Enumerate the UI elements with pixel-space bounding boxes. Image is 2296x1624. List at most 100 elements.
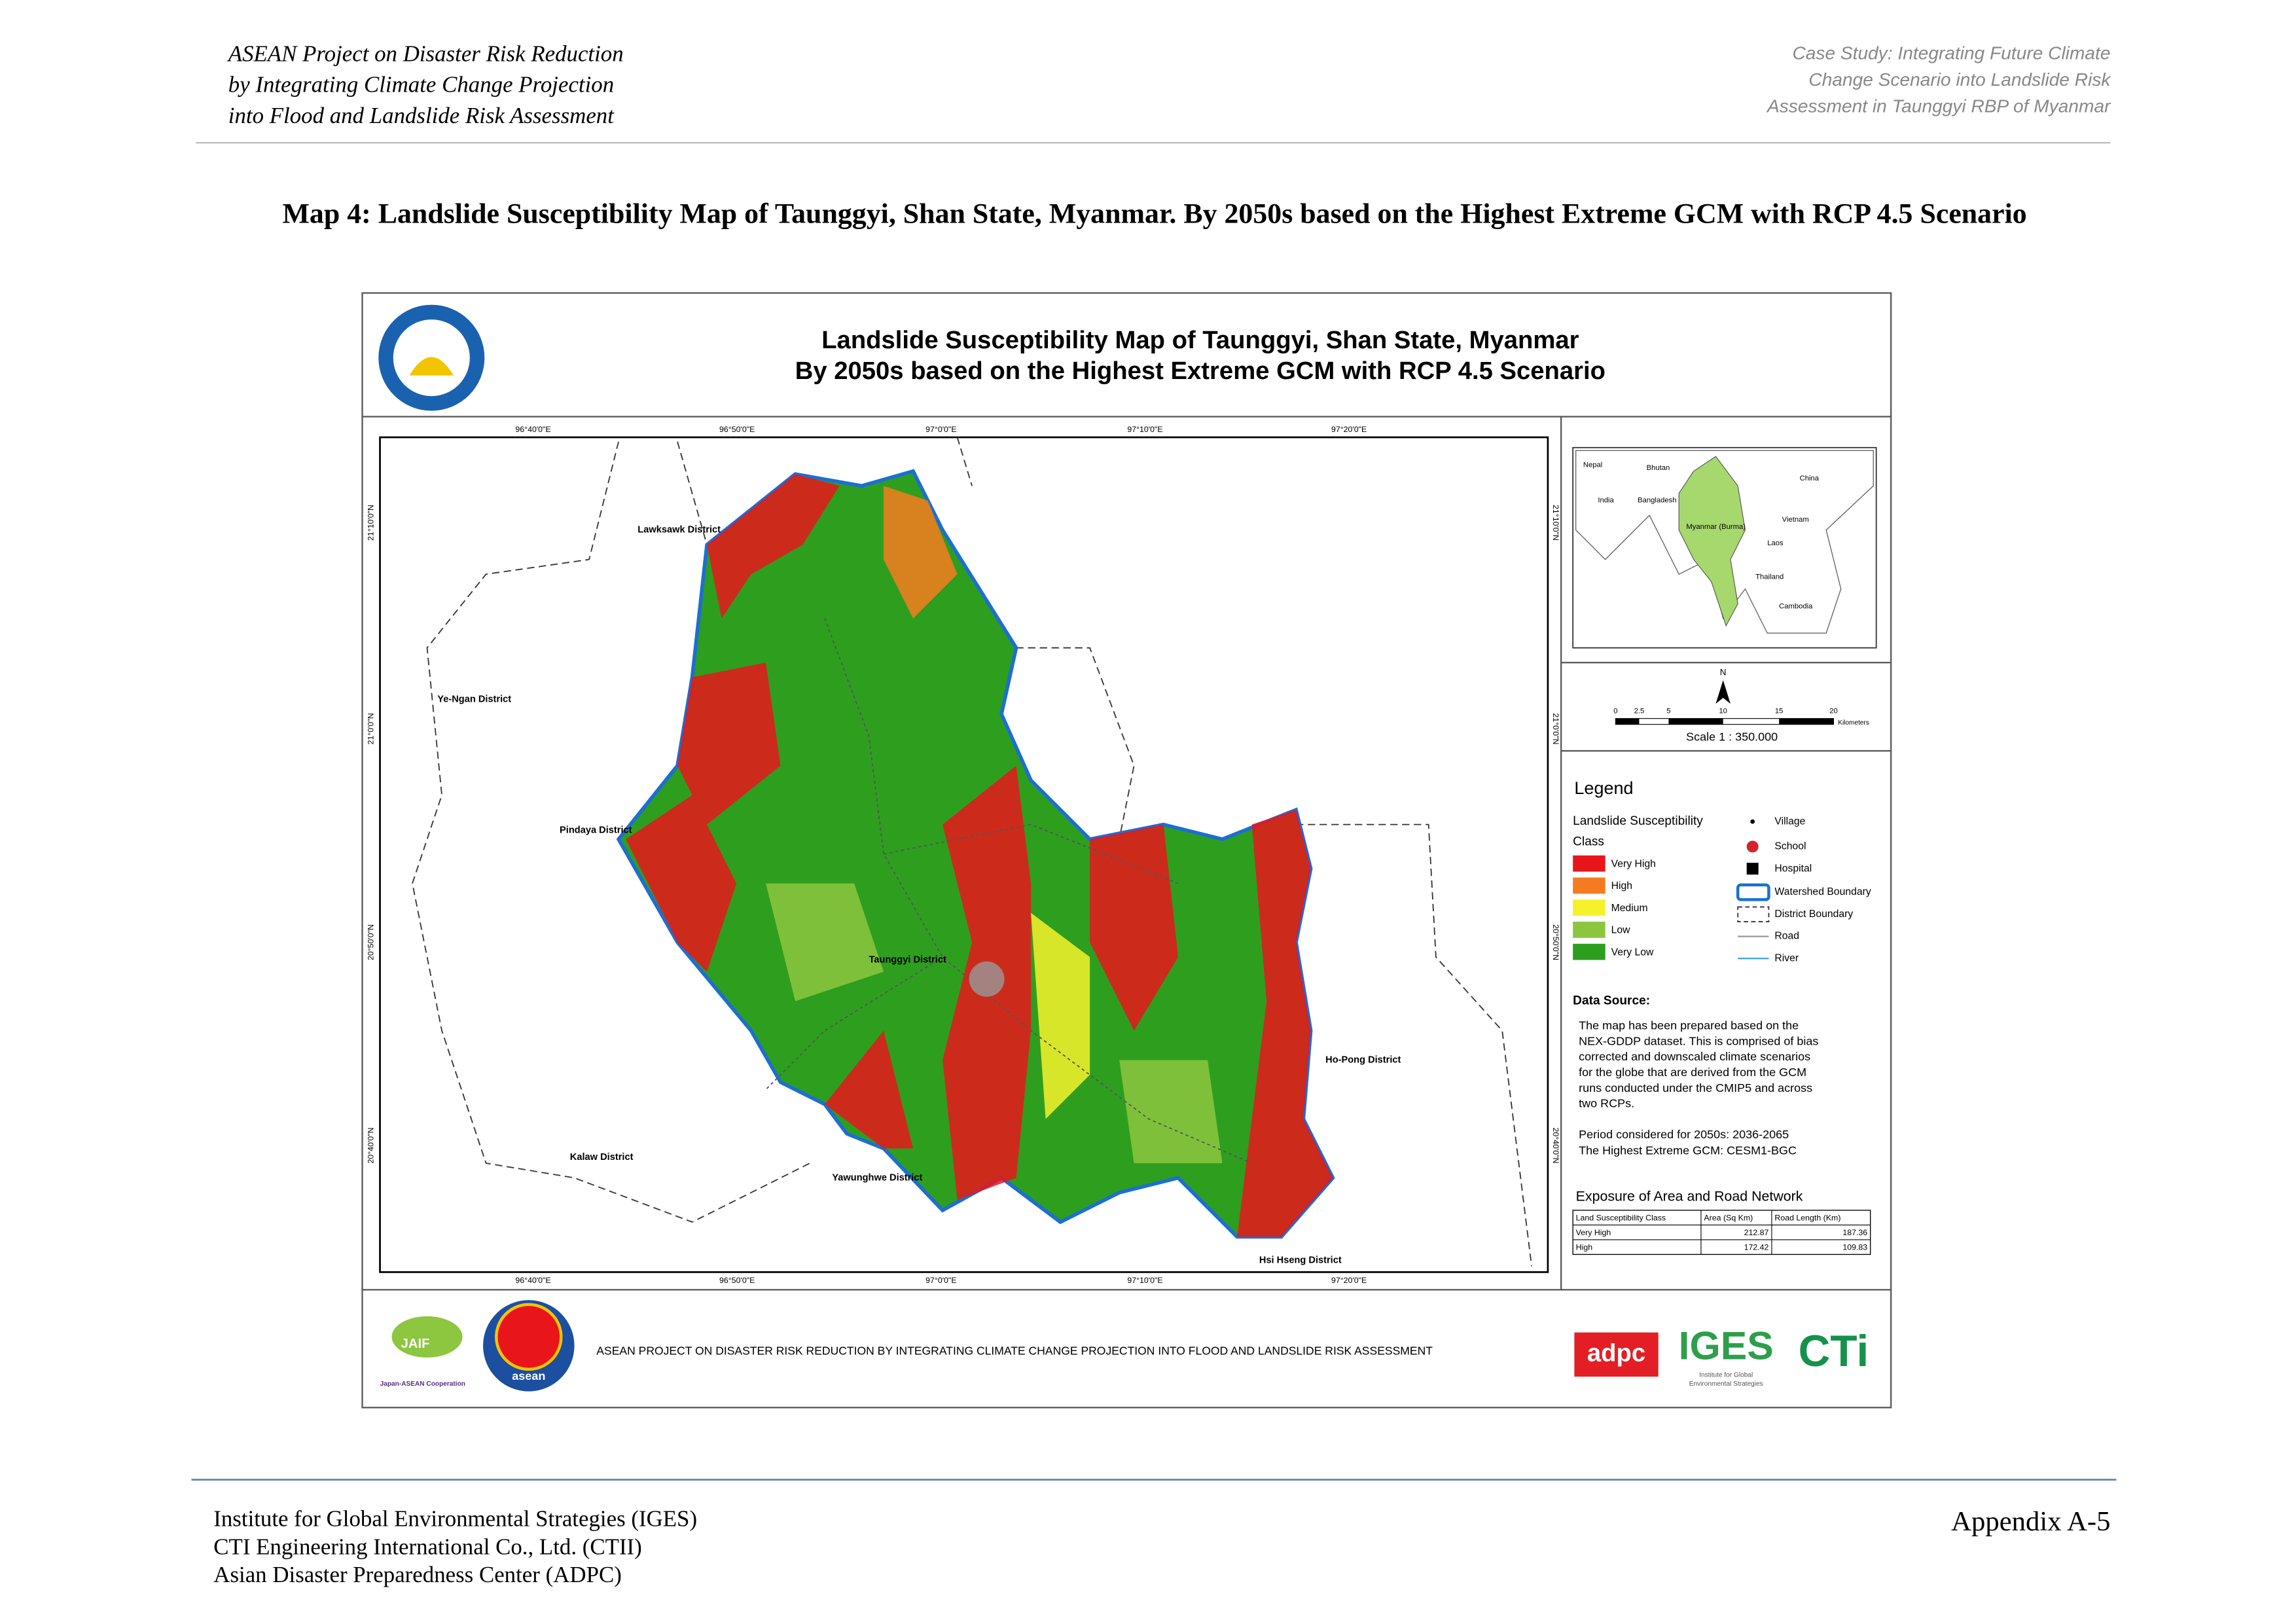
inset-label: Nepal — [1583, 461, 1602, 469]
legend-label: Very High — [1611, 859, 1656, 870]
district-boundary — [1016, 647, 1533, 1267]
inset-label: Laos — [1767, 539, 1784, 547]
adpc-logo-text: adpc — [1587, 1339, 1645, 1367]
lat-label: 21°10'0"N — [366, 505, 375, 541]
header-left: into Flood and Landslide Risk Assessment — [228, 103, 615, 128]
legend-label: High — [1611, 880, 1632, 892]
footer-left: Asian Disaster Preparedness Center (ADPC… — [213, 1562, 622, 1587]
legend-swatch — [1573, 899, 1605, 916]
legend-subtitle: Landslide Susceptibility — [1573, 814, 1703, 828]
data-source-text: two RCPs. — [1579, 1097, 1634, 1110]
lon-label: 97°10'0"E — [1127, 425, 1162, 434]
data-source-text: The Highest Extreme GCM: CESM1-BGC — [1579, 1144, 1797, 1157]
district-label: Lawksawk District — [637, 525, 721, 535]
legend-title: Legend — [1574, 778, 1633, 798]
caption: Map 4: Landslide Susceptibility Map of T… — [283, 198, 2027, 230]
legend-swatch — [1573, 877, 1605, 894]
district-label: Pindaya District — [560, 825, 632, 835]
table-cell: 212.87 — [1744, 1228, 1769, 1237]
lat-label: 20°40'0"N — [1551, 1127, 1560, 1163]
legend-swatch — [1573, 943, 1605, 960]
table-title: Exposure of Area and Road Network — [1576, 1188, 1803, 1204]
map-layer — [412, 437, 1533, 1267]
scale-tick: 10 — [1719, 707, 1727, 715]
susceptibility-patch — [1119, 1060, 1223, 1163]
legend-symbol: River — [1774, 952, 1799, 964]
inset-label: Myanmar (Burma) — [1686, 523, 1746, 531]
inset-label: India — [1598, 497, 1614, 505]
district-boundary — [677, 437, 973, 545]
jaif-logo — [391, 1316, 463, 1358]
asean-logo-text: asean — [512, 1369, 545, 1382]
scale-tick: 2.5 — [1634, 707, 1645, 715]
scale-text: Scale 1 : 350.000 — [1686, 731, 1778, 744]
legend-swatch — [1573, 922, 1605, 938]
inset-label: Bangladesh — [1638, 497, 1676, 505]
legend-symbol: Hospital — [1774, 863, 1812, 874]
iges-logo-sub: Institute for Global — [1699, 1372, 1753, 1379]
map-title: Landslide Susceptibility Map of Taunggyi… — [821, 326, 1579, 354]
scale-tick: 20 — [1829, 707, 1838, 715]
lon-label: 97°10'0"E — [1127, 1276, 1162, 1285]
hospital-icon — [1746, 863, 1759, 875]
iges-logo-sub: Environmental Strategies — [1689, 1380, 1763, 1388]
data-source-text: The map has been prepared based on the — [1579, 1019, 1799, 1032]
legend-symbol: Watershed Boundary — [1774, 886, 1871, 897]
district-icon — [1737, 906, 1770, 922]
north-label: N — [1720, 668, 1727, 677]
cti-logo: CTi — [1799, 1327, 1869, 1376]
susceptibility-patch — [884, 486, 958, 619]
footer-right: Appendix A-5 — [1951, 1506, 2110, 1537]
susceptibility-patch — [1237, 810, 1333, 1237]
district-label: Ye-Ngan District — [437, 694, 511, 704]
lon-label: 96°40'0"E — [515, 1276, 550, 1285]
lon-label: 97°0'0"E — [925, 425, 956, 434]
legend-swatch — [1573, 855, 1605, 872]
village-icon — [1750, 819, 1755, 824]
table-frame — [1572, 1210, 1871, 1255]
district-label: Hsi Hseng District — [1259, 1255, 1342, 1265]
road — [765, 618, 1252, 1164]
scale-bar-seg — [1615, 718, 1640, 725]
inset-myanmar — [1678, 456, 1746, 627]
banner-text: ASEAN PROJECT ON DISASTER RISK REDUCTION… — [596, 1344, 1433, 1358]
inset-label: Vietnam — [1782, 516, 1809, 524]
susceptibility-patch — [1031, 912, 1090, 1119]
iges-logo: IGES — [1679, 1323, 1774, 1367]
table-header: Road Length (Km) — [1774, 1214, 1840, 1223]
data-source-text: Period considered for 2050s: 2036-2065 — [1579, 1128, 1789, 1141]
header-right: Assessment in Taunggyi RBP of Myanmar — [1766, 96, 2111, 117]
lat-label: 20°50'0"N — [1551, 924, 1560, 960]
header-left: by Integrating Climate Change Projection — [228, 72, 614, 98]
lat-label: 21°0'0"N — [366, 713, 375, 744]
data-source-text: for the globe that are derived from the … — [1579, 1066, 1806, 1079]
susceptibility-patch — [1090, 824, 1179, 1031]
lon-label: 97°20'0"E — [1331, 1276, 1367, 1285]
jaif-logo-text: JAIF — [401, 1337, 430, 1351]
watershed-icon — [1736, 883, 1770, 901]
data-source-text: corrected and downscaled climate scenari… — [1579, 1050, 1810, 1063]
legend-label: Medium — [1611, 903, 1648, 914]
susceptibility-patch — [825, 1030, 914, 1149]
town — [969, 961, 1005, 997]
scale-bar-seg — [1668, 718, 1723, 725]
susceptibility-patch — [766, 883, 884, 1001]
legend-symbol: District Boundary — [1774, 909, 1853, 920]
inset-label: China — [1800, 475, 1820, 482]
scale-unit: Kilometers — [1838, 719, 1869, 727]
district-label: Taunggyi District — [869, 954, 946, 965]
lon-label: 96°50'0"E — [719, 1276, 755, 1285]
jaif-logo-sub: Japan-ASEAN Cooperation — [380, 1380, 465, 1388]
asean-logo-inner — [495, 1303, 563, 1371]
district-label: Ho-Pong District — [1325, 1055, 1401, 1065]
inset-label: Thailand — [1755, 573, 1784, 581]
north-arrow — [1715, 680, 1731, 704]
lon-label: 97°20'0"E — [1331, 425, 1367, 434]
lat-label: 21°10'0"N — [1551, 505, 1560, 541]
legend-symbol: Road — [1774, 931, 1799, 942]
scale-tick: 15 — [1775, 707, 1784, 715]
header-right: Case Study: Integrating Future Climate — [1792, 43, 2110, 63]
inset-label: Bhutan — [1647, 464, 1670, 472]
